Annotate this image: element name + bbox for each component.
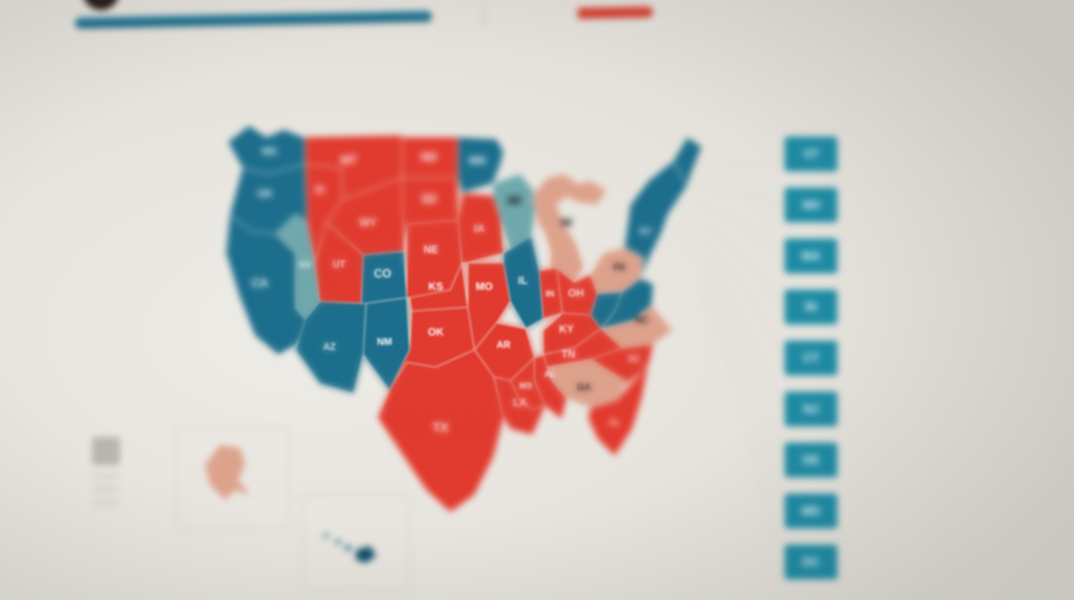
svg-text:GA: GA	[577, 382, 592, 393]
svg-text:KS: KS	[428, 281, 443, 293]
svg-text:ND: ND	[421, 151, 438, 164]
svg-text:OK: OK	[428, 326, 444, 338]
svg-text:FL: FL	[609, 417, 620, 427]
svg-text:AZ: AZ	[323, 342, 336, 353]
svg-text:MO: MO	[476, 281, 493, 293]
svg-text:ID: ID	[315, 185, 325, 196]
svg-text:OH: OH	[568, 288, 584, 300]
svg-text:LA: LA	[513, 397, 527, 409]
svg-text:NY: NY	[640, 226, 652, 236]
svg-text:IL: IL	[518, 275, 528, 287]
svg-text:WY: WY	[360, 217, 377, 229]
svg-text:AR: AR	[497, 340, 511, 351]
svg-text:CA: CA	[251, 277, 268, 290]
svg-text:PA: PA	[613, 263, 626, 274]
svg-text:TX: TX	[433, 421, 450, 435]
svg-text:OR: OR	[257, 189, 272, 200]
svg-text:NV: NV	[299, 260, 311, 270]
svg-text:SC: SC	[628, 353, 641, 363]
svg-text:SD: SD	[421, 193, 437, 206]
svg-text:NC: NC	[635, 315, 649, 326]
svg-text:CO: CO	[374, 267, 391, 280]
svg-text:MN: MN	[469, 155, 486, 167]
svg-text:IN: IN	[546, 289, 555, 299]
svg-text:WI: WI	[507, 195, 521, 208]
svg-text:MT: MT	[340, 154, 357, 167]
svg-text:NM: NM	[377, 337, 392, 348]
svg-text:UT: UT	[333, 260, 346, 271]
svg-text:AL: AL	[544, 369, 556, 379]
svg-text:TN: TN	[561, 349, 575, 361]
svg-text:MS: MS	[519, 381, 532, 391]
svg-text:IA: IA	[474, 223, 485, 235]
svg-text:KY: KY	[559, 323, 574, 335]
svg-text:MI: MI	[561, 217, 573, 229]
svg-text:NE: NE	[424, 244, 439, 256]
svg-text:WA: WA	[262, 146, 278, 157]
